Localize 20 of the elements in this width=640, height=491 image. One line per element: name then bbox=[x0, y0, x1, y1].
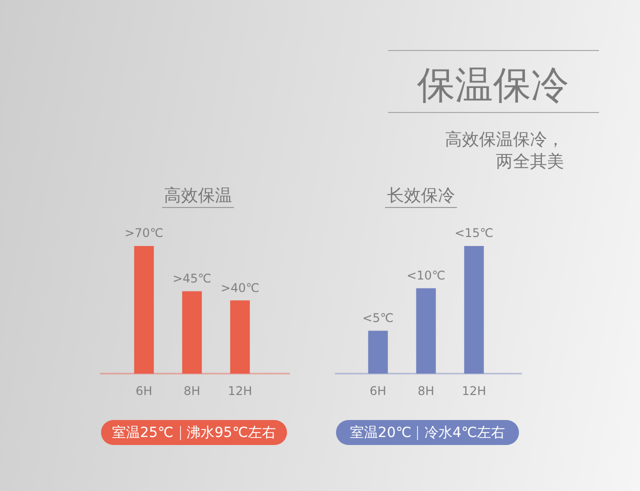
x-tick-label: 12H bbox=[462, 384, 486, 398]
chart-title: 高效保温 bbox=[164, 186, 232, 206]
data-label: <10℃ bbox=[406, 268, 446, 283]
x-tick-label: 8H bbox=[184, 384, 200, 398]
data-label: >40℃ bbox=[220, 280, 260, 295]
text: 室温25℃ bbox=[112, 424, 174, 440]
data-label: <5℃ bbox=[362, 311, 394, 326]
data-label: <15℃ bbox=[454, 226, 494, 240]
x-tick-label: 8H bbox=[418, 384, 434, 398]
text: 冷水4℃左右 bbox=[424, 424, 506, 440]
x-tick-label: 12H bbox=[228, 384, 252, 398]
data-label: >70℃ bbox=[124, 226, 164, 240]
text: 室温20℃ bbox=[350, 424, 412, 440]
chart-title: 长效保冷 bbox=[387, 186, 455, 206]
text: 沸水95℃左右 bbox=[186, 424, 276, 440]
text: 保温保冷 bbox=[417, 63, 569, 107]
text: 高效保温保冷，两全其美 bbox=[445, 130, 564, 172]
data-label: >45℃ bbox=[172, 272, 212, 286]
x-tick-label: 6H bbox=[136, 384, 152, 398]
x-tick-label: 6H bbox=[370, 384, 386, 398]
